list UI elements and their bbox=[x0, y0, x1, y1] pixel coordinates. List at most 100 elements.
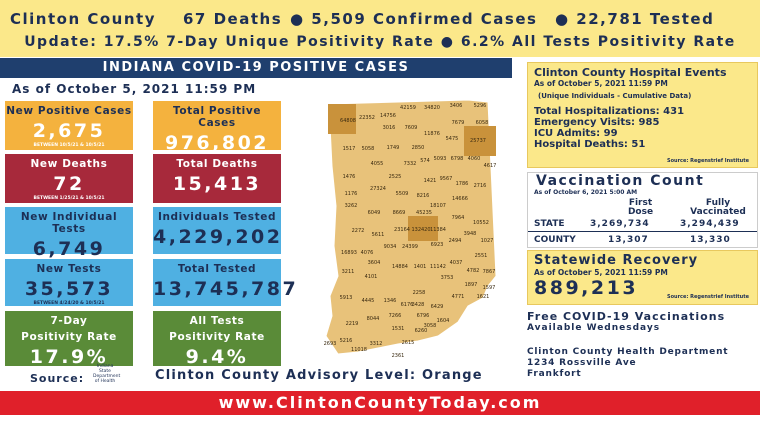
box-label: All Tests bbox=[189, 315, 245, 327]
box-note: BETWEEN 9/23/21 & 9/29/21 bbox=[181, 369, 253, 374]
county-count: 18107 bbox=[430, 203, 446, 209]
stat-box: All Tests Positivity Rate 9.4% BETWEEN 9/23… bbox=[153, 311, 281, 374]
as-of: As of October 5, 2021 11:59 PM bbox=[12, 82, 257, 96]
title: Clinton County Hospital Events bbox=[534, 66, 727, 79]
stat-box: New Individual Tests 6,749 bbox=[5, 207, 133, 260]
vaccine-subtitle: Available Wednesdays bbox=[527, 323, 661, 333]
county-count: 1786 bbox=[456, 181, 469, 187]
box-value: 72 bbox=[53, 173, 85, 195]
county-count: 3262 bbox=[345, 203, 358, 209]
text: Vaccinated bbox=[690, 207, 746, 217]
stat-box: New Positive Cases 2,675 BETWEEN 10/5/21 &… bbox=[5, 101, 133, 150]
box-label: Total Tested bbox=[177, 263, 257, 275]
county-count: 9034 bbox=[384, 244, 397, 250]
source-label: Source: bbox=[30, 372, 85, 385]
title: Statewide Recovery bbox=[534, 253, 699, 268]
box-value: 15,413 bbox=[172, 173, 262, 195]
county: Clinton County bbox=[10, 10, 156, 28]
county-count: 3948 bbox=[464, 231, 477, 237]
vaccine-title: Free COVID-19 Vaccinations bbox=[527, 310, 726, 323]
county-count: 5611 bbox=[372, 232, 385, 238]
county-count: 6923 bbox=[431, 242, 444, 248]
county-count: 11384 bbox=[430, 227, 446, 233]
county-count: 64808 bbox=[340, 118, 356, 124]
title: Vaccination Count bbox=[536, 173, 705, 189]
value: 889,213 bbox=[534, 277, 639, 299]
county-count: 9567 bbox=[440, 176, 453, 182]
box-note: BETWEEN 9/23/21 & 9/29/21 bbox=[33, 369, 105, 374]
as-of: As of October 6, 2021 5:00 AM bbox=[534, 189, 638, 196]
county-count: 24399 bbox=[402, 244, 418, 250]
county-count: 7266 bbox=[389, 313, 402, 319]
row-label: STATE bbox=[534, 219, 565, 229]
item: Hospital Deaths: 51 bbox=[534, 139, 646, 150]
county-count: 2716 bbox=[474, 183, 487, 189]
county-count: 2693 bbox=[324, 341, 337, 347]
county-shade bbox=[464, 126, 496, 156]
county-count: 11142 bbox=[430, 264, 446, 270]
box-label: Total Deaths bbox=[176, 158, 258, 170]
stat-box: New Tests 35,573 BETWEEN 4/24/20 & 10/5/21 bbox=[5, 259, 133, 306]
county-count: 4782 bbox=[467, 268, 480, 274]
county-count: 3211 bbox=[342, 269, 355, 275]
box-label: Individuals Tested bbox=[157, 211, 277, 223]
county-count: 6058 bbox=[476, 120, 489, 126]
box-label: Total Positive Cases bbox=[172, 105, 262, 129]
county-count: 4076 bbox=[361, 250, 374, 256]
county-count: 1517 bbox=[343, 146, 356, 152]
county-count: 3753 bbox=[441, 275, 454, 281]
county-count: 1176 bbox=[345, 191, 358, 197]
county-count: 14884 bbox=[392, 264, 408, 270]
county-count: 5058 bbox=[362, 146, 375, 152]
vaccination-panel: Vaccination Count As of October 6, 2021 … bbox=[527, 172, 758, 248]
stat-box: 7-Day Positivity Rate 17.9% BETWEEN 9/23/21… bbox=[5, 311, 133, 374]
county-shade bbox=[408, 216, 438, 241]
county-count: 4037 bbox=[450, 260, 463, 266]
department-line: Frankfort bbox=[527, 369, 582, 379]
county-count: 2850 bbox=[412, 145, 425, 151]
source: Source: Regenstrief Institute bbox=[666, 294, 749, 300]
county-count: 574 bbox=[420, 158, 430, 164]
county-count: 1597 bbox=[483, 285, 496, 291]
county-count: 1476 bbox=[343, 174, 356, 180]
county-count: 1749 bbox=[387, 145, 400, 151]
county-count: 7679 bbox=[452, 120, 465, 126]
county-count: 11876 bbox=[424, 131, 440, 137]
county-count: 2361 bbox=[392, 353, 405, 359]
as-of: As of October 5, 2021 11:59 PM bbox=[534, 79, 668, 88]
county-count: 2219 bbox=[346, 321, 359, 327]
county-count: 6260 bbox=[415, 328, 428, 334]
county-count: 8669 bbox=[393, 210, 406, 216]
county-count: 23164 bbox=[394, 227, 410, 233]
stat-box: Total Deaths 15,413 bbox=[153, 154, 281, 203]
source: Source: Regenstrief Institute bbox=[666, 158, 749, 164]
text: First bbox=[628, 198, 653, 208]
col-head: First Dose bbox=[613, 199, 668, 217]
box-label: New Tests bbox=[36, 263, 102, 275]
county-count: 1621 bbox=[477, 294, 490, 300]
url: www.ClintonCountyToday.com bbox=[0, 391, 760, 415]
county-count: 7867 bbox=[483, 269, 496, 275]
cell: 3,269,734 bbox=[590, 219, 650, 229]
county-count: 4055 bbox=[371, 161, 384, 167]
county-count: 132420 bbox=[411, 227, 430, 233]
county-count: 1401 bbox=[414, 264, 427, 270]
county-count: 22352 bbox=[359, 115, 375, 121]
county-count: 14756 bbox=[380, 113, 396, 119]
county-count: 11018 bbox=[351, 347, 367, 353]
box-label: Positivity Rate bbox=[169, 331, 265, 343]
county-count: 3312 bbox=[370, 341, 383, 347]
county-count: 5216 bbox=[340, 338, 353, 344]
update: Update: 17.5% 7-Day Unique Positivity Ra… bbox=[24, 34, 736, 50]
divider bbox=[528, 231, 757, 232]
recovery-panel: Statewide Recovery As of October 5, 2021… bbox=[527, 250, 758, 305]
county-count: 42159 bbox=[400, 105, 416, 111]
cases: ● 5,509 Confirmed Cases bbox=[290, 10, 538, 28]
county-count: 8044 bbox=[367, 316, 380, 322]
box-value: 976,802 bbox=[164, 132, 270, 154]
box-value: 4,229,202 bbox=[153, 226, 283, 248]
county-count: 3058 bbox=[424, 323, 437, 329]
box-label: New Deaths bbox=[30, 158, 108, 170]
box-value: 35,573 bbox=[24, 278, 114, 300]
county-count: 14666 bbox=[452, 196, 468, 202]
